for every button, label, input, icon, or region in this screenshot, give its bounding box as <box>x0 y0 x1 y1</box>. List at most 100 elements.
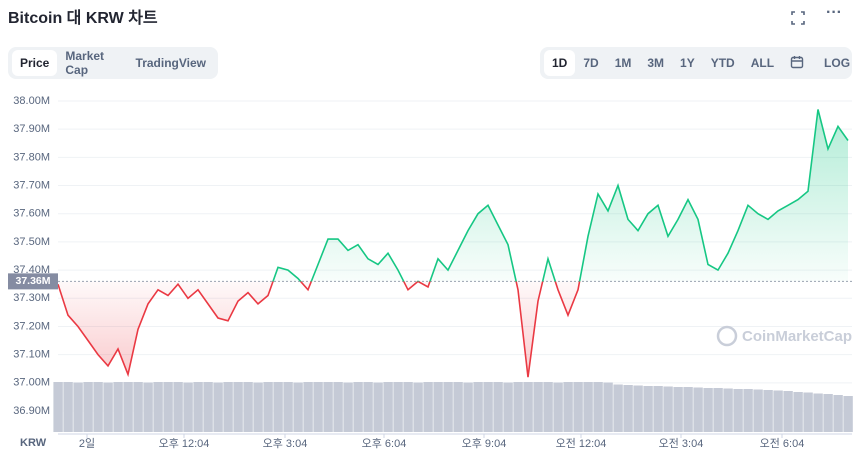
tab[interactable]: TradingView <box>135 56 206 70</box>
tab[interactable]: Market Cap <box>65 49 105 77</box>
tab[interactable]: Price <box>12 50 58 76</box>
volume-bar <box>433 382 443 432</box>
volume-bar <box>333 382 343 432</box>
volume-bar <box>633 385 643 432</box>
volume-bar <box>253 382 263 432</box>
volume-bar <box>793 392 803 432</box>
volume-bar <box>173 382 183 432</box>
volume-bar <box>123 382 133 432</box>
volume-bar <box>353 382 363 432</box>
chart-title: Bitcoin 대 KRW 차트 <box>8 10 158 27</box>
volume-bar <box>213 382 223 432</box>
range-button[interactable]: ALL <box>750 56 775 70</box>
volume-bar <box>443 382 453 432</box>
volume-bar <box>743 389 753 432</box>
volume-bar <box>133 382 143 432</box>
volume-bar <box>243 382 253 432</box>
volume-bar <box>523 382 533 432</box>
volume-bar <box>143 382 153 432</box>
volume-bar <box>783 391 793 432</box>
baseline-label: 37.36M <box>15 275 50 287</box>
volume-bar <box>833 395 843 432</box>
volume-bar <box>263 382 273 432</box>
volume-bar <box>483 382 493 432</box>
volume-bar <box>773 390 783 432</box>
volume-bar <box>533 382 543 432</box>
volume-bar <box>93 382 103 432</box>
volume-bar <box>753 389 763 432</box>
y-tick-label: 37.80M <box>13 151 50 163</box>
volume-bar <box>453 382 463 432</box>
volume-bar <box>663 386 673 432</box>
range-button[interactable]: 1M <box>614 56 632 70</box>
range-button[interactable]: 7D <box>583 56 599 70</box>
y-tick-label: 37.70M <box>13 179 50 191</box>
volume-bar <box>613 384 623 432</box>
y-tick-label: 37.30M <box>13 292 50 304</box>
volume-bar <box>233 382 243 432</box>
volume-bar <box>643 386 653 432</box>
volume-bar <box>293 382 303 432</box>
range-button[interactable]: 1Y <box>680 56 695 70</box>
more-icon[interactable]: ··· <box>826 4 842 21</box>
watermark: CoinMarketCap <box>742 328 852 345</box>
volume-bar <box>53 382 63 432</box>
volume-bar <box>813 393 823 432</box>
y-tick-label: 37.00M <box>13 377 50 389</box>
volume-bar <box>203 382 213 432</box>
volume-bar <box>693 387 703 432</box>
watermark-logo <box>716 325 738 347</box>
volume-bar <box>503 382 513 432</box>
volume-bar <box>73 382 83 432</box>
volume-bar <box>343 382 353 432</box>
volume-bar <box>383 382 393 432</box>
x-tick-label: 오전 3:04 <box>659 437 704 450</box>
y-tick-label: 37.90M <box>13 123 50 135</box>
x-tick-label: 오후 6:04 <box>362 437 407 450</box>
volume-bar <box>723 388 733 432</box>
volume-bar <box>713 388 723 432</box>
fullscreen-glyph <box>791 11 805 25</box>
volume-bar <box>543 382 553 432</box>
y-tick-label: 37.50M <box>13 236 50 248</box>
x-tick-label: 오전 6:04 <box>760 437 805 450</box>
volume-bar <box>563 382 573 432</box>
volume-bar <box>283 382 293 432</box>
volume-bar <box>603 382 613 432</box>
calendar-button[interactable] <box>782 49 812 78</box>
range-button[interactable]: 1D <box>544 50 576 76</box>
volume-bar <box>323 382 333 432</box>
volume-bar <box>513 382 523 432</box>
fullscreen-icon[interactable] <box>790 10 806 31</box>
volume-bar <box>593 382 603 432</box>
volume-bar <box>63 382 73 432</box>
x-tick-label: 오후 9:04 <box>462 437 507 450</box>
volume-bar <box>403 382 413 432</box>
volume-bar <box>763 390 773 432</box>
currency-label: KRW <box>20 437 47 449</box>
tab-group: Price Market Cap TradingView <box>8 47 218 79</box>
volume-bar <box>683 387 693 432</box>
x-tick-label: 오전 12:04 <box>556 437 607 450</box>
volume-bar <box>163 382 173 432</box>
volume-bar <box>733 389 743 432</box>
y-tick-label: 37.60M <box>13 208 50 220</box>
volume-bar <box>273 382 283 432</box>
volume-bar <box>83 382 93 432</box>
range-button[interactable]: 3M <box>647 56 665 70</box>
volume-bar <box>413 382 423 432</box>
log-button[interactable]: LOG <box>824 56 851 70</box>
volume-bar <box>423 382 433 432</box>
volume-bar <box>803 392 813 432</box>
volume-bar <box>553 382 563 432</box>
x-tick-label: 오후 12:04 <box>159 437 210 450</box>
volume-bar <box>843 396 853 432</box>
volume-bar <box>653 386 663 432</box>
volume-bar <box>303 382 313 432</box>
y-tick-label: 37.20M <box>13 320 50 332</box>
y-tick-label: 38.00M <box>13 95 50 107</box>
range-button[interactable]: YTD <box>710 56 735 70</box>
y-tick-label: 36.90M <box>13 405 50 417</box>
volume-bar <box>673 387 683 432</box>
